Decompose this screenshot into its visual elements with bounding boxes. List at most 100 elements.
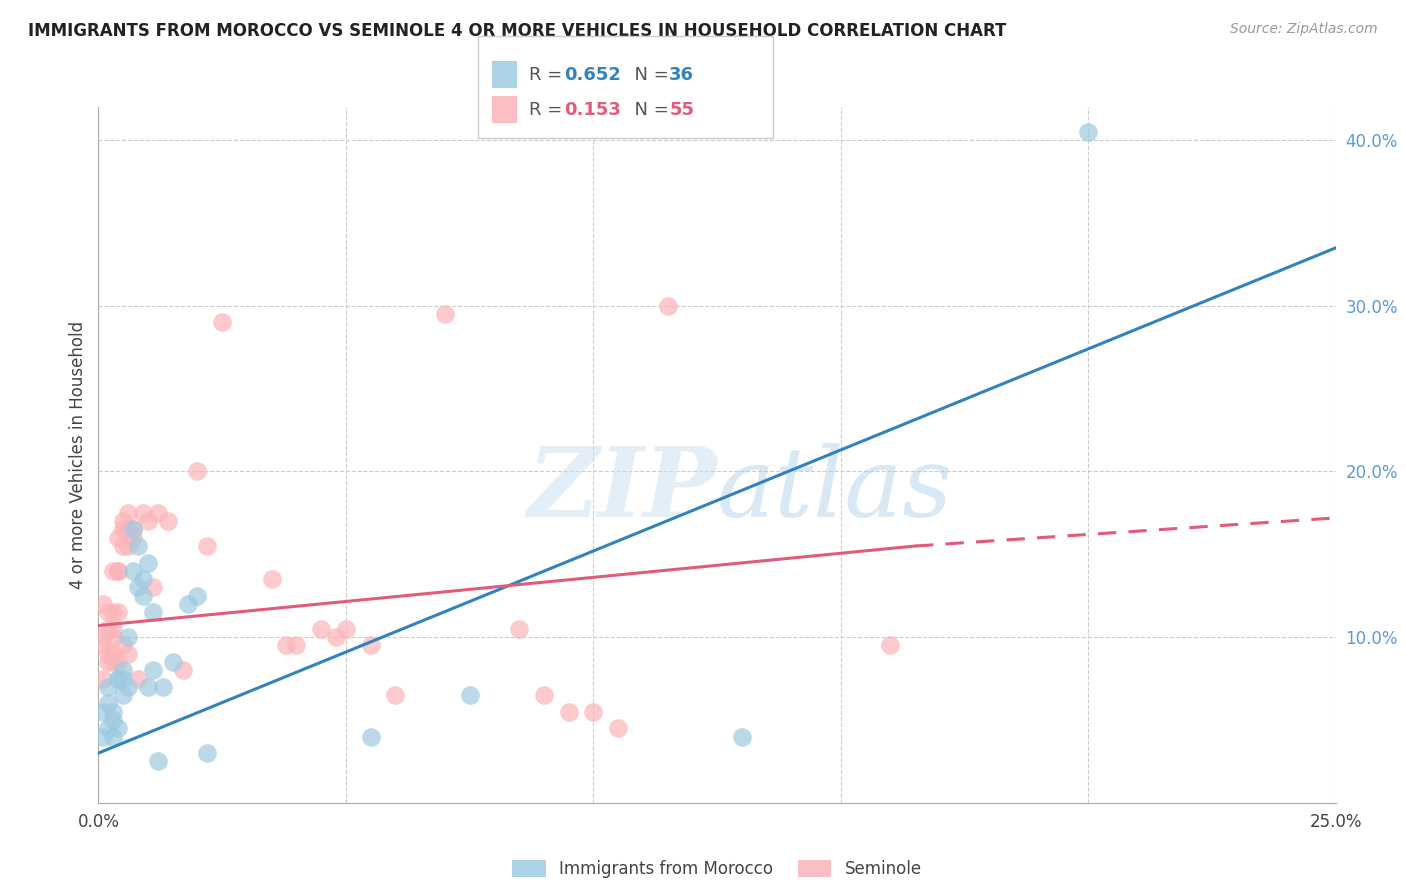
Point <box>508 622 530 636</box>
Point <box>103 630 125 644</box>
Point <box>146 506 169 520</box>
Point <box>103 730 125 744</box>
Point <box>117 647 139 661</box>
Point <box>186 589 208 603</box>
Point <box>103 605 125 619</box>
Point <box>260 572 283 586</box>
Point <box>103 564 125 578</box>
Text: Source: ZipAtlas.com: Source: ZipAtlas.com <box>1230 22 1378 37</box>
Point <box>107 605 129 619</box>
Point <box>93 639 115 653</box>
Point <box>103 713 125 727</box>
Point <box>103 647 125 661</box>
Point <box>93 672 115 686</box>
Point <box>112 514 135 528</box>
Point <box>557 705 579 719</box>
Point <box>211 315 233 329</box>
Point <box>458 688 481 702</box>
Point <box>117 506 139 520</box>
Point <box>97 605 120 619</box>
Text: 36: 36 <box>669 66 695 84</box>
Text: IMMIGRANTS FROM MOROCCO VS SEMINOLE 4 OR MORE VEHICLES IN HOUSEHOLD CORRELATION : IMMIGRANTS FROM MOROCCO VS SEMINOLE 4 OR… <box>28 22 1007 40</box>
Point <box>172 663 194 677</box>
Point <box>132 589 155 603</box>
Point <box>97 680 120 694</box>
Point <box>162 655 184 669</box>
Point <box>107 721 129 735</box>
Point <box>117 523 139 537</box>
Point <box>107 655 129 669</box>
Point <box>176 597 198 611</box>
Point <box>117 539 139 553</box>
Text: R =: R = <box>529 101 568 119</box>
Text: N =: N = <box>623 66 675 84</box>
Point <box>117 630 139 644</box>
Point <box>132 572 155 586</box>
Point <box>186 465 208 479</box>
Point <box>97 647 120 661</box>
Point <box>112 663 135 677</box>
Point <box>607 721 630 735</box>
Point <box>1077 125 1099 139</box>
Text: 0.153: 0.153 <box>564 101 620 119</box>
Point <box>533 688 555 702</box>
Text: 0.652: 0.652 <box>564 66 620 84</box>
Point <box>122 564 145 578</box>
Point <box>117 680 139 694</box>
Point <box>360 639 382 653</box>
Point <box>107 672 129 686</box>
Point <box>93 630 115 644</box>
Point <box>107 564 129 578</box>
Point <box>657 299 679 313</box>
Point <box>136 556 159 570</box>
Point <box>384 688 406 702</box>
Point <box>93 705 115 719</box>
Point <box>127 581 149 595</box>
Point <box>103 705 125 719</box>
Point <box>879 639 901 653</box>
Point <box>112 688 135 702</box>
Point <box>122 523 145 537</box>
Point <box>582 705 605 719</box>
Point <box>112 523 135 537</box>
Point <box>136 514 159 528</box>
Text: N =: N = <box>623 101 675 119</box>
Point <box>152 680 174 694</box>
Point <box>97 655 120 669</box>
Text: ZIP: ZIP <box>527 442 717 537</box>
Text: 55: 55 <box>669 101 695 119</box>
Point <box>309 622 332 636</box>
Point <box>731 730 754 744</box>
Text: atlas: atlas <box>717 442 953 537</box>
Point <box>156 514 179 528</box>
Text: R =: R = <box>529 66 568 84</box>
Point <box>97 721 120 735</box>
Point <box>195 539 218 553</box>
Point <box>112 539 135 553</box>
Y-axis label: 4 or more Vehicles in Household: 4 or more Vehicles in Household <box>69 321 87 589</box>
Point <box>97 697 120 711</box>
Point <box>103 622 125 636</box>
Point <box>93 730 115 744</box>
Legend: Immigrants from Morocco, Seminole: Immigrants from Morocco, Seminole <box>506 854 928 885</box>
Point <box>142 605 165 619</box>
Point <box>285 639 308 653</box>
Point <box>107 564 129 578</box>
Point <box>103 655 125 669</box>
Point <box>325 630 347 644</box>
Point <box>276 639 298 653</box>
Point <box>112 672 135 686</box>
Point <box>127 672 149 686</box>
Point <box>127 539 149 553</box>
Point <box>146 755 169 769</box>
Point <box>122 531 145 545</box>
Point <box>335 622 357 636</box>
Point <box>107 672 129 686</box>
Point <box>122 523 145 537</box>
Point <box>107 531 129 545</box>
Point <box>195 746 218 760</box>
Point <box>112 639 135 653</box>
Point <box>97 622 120 636</box>
Point <box>142 581 165 595</box>
Point <box>360 730 382 744</box>
